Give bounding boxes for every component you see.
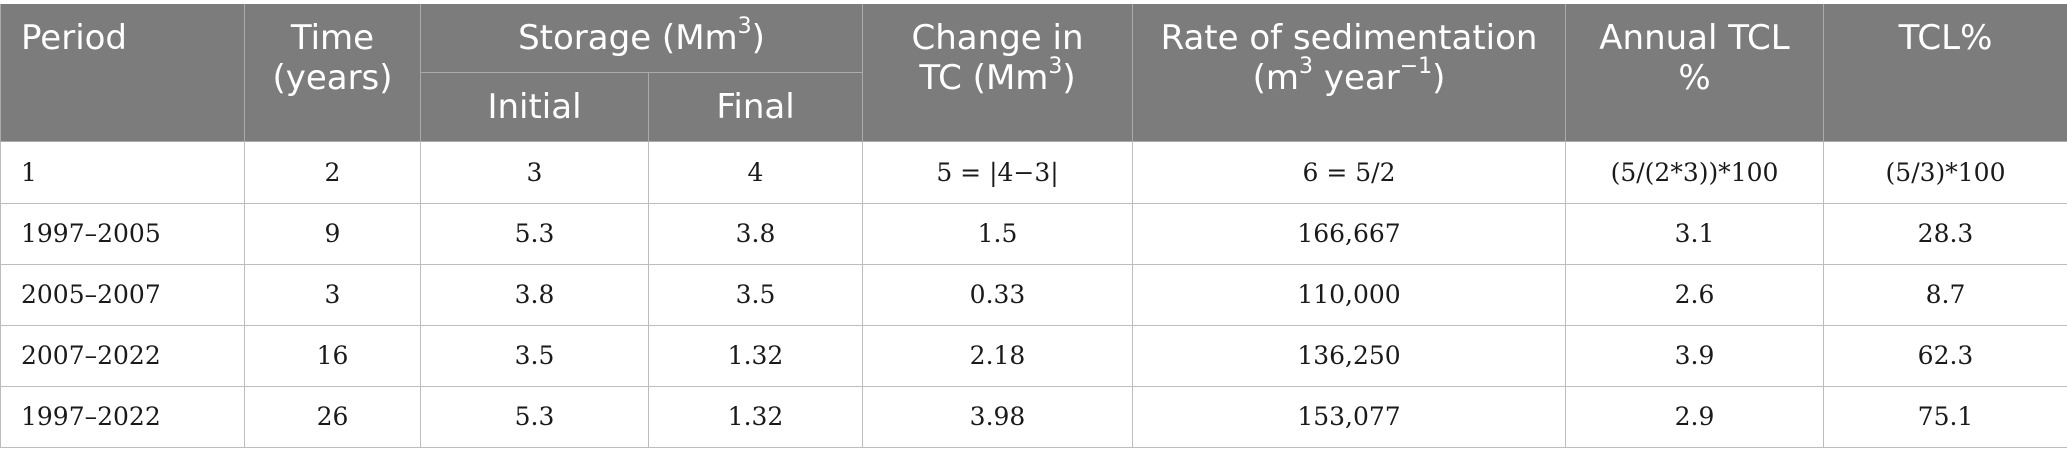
- cell-tcl: 75.1: [1823, 385, 2067, 448]
- cell-rate: 136,250: [1132, 324, 1567, 387]
- cell-final: 4: [647, 140, 864, 204]
- header-change: Change in TC (Mm3): [862, 4, 1134, 142]
- table-row: 1 2 3 4 5 = |4−3| 6 = 5/2 (5/(2*3))*100 …: [0, 140, 2067, 204]
- cell-change: 2.18: [862, 324, 1134, 387]
- header-initial-label: Initial: [487, 86, 582, 127]
- header-rate-sup: 3: [1299, 53, 1314, 79]
- cell-rate: 110,000: [1132, 263, 1567, 326]
- header-final: Final: [647, 72, 864, 142]
- header-annual-line2: %: [1678, 58, 1711, 98]
- cell-period: 1: [0, 140, 245, 204]
- cell-change: 5 = |4−3|: [862, 140, 1134, 204]
- cell-initial: 3: [420, 140, 649, 204]
- cell-tcl: 62.3: [1823, 324, 2067, 387]
- cell-initial: 5.3: [420, 202, 649, 265]
- cell-rate: 153,077: [1132, 385, 1567, 448]
- header-annual-tcl: Annual TCL%: [1565, 4, 1825, 142]
- cell-annual-tcl: (5/(2*3))*100: [1565, 140, 1825, 204]
- cell-rate: 166,667: [1132, 202, 1567, 265]
- header-annual-line1: Annual TCL: [1599, 18, 1790, 58]
- cell-period: 1997–2022: [0, 385, 245, 448]
- cell-period: 2005–2007: [0, 263, 245, 326]
- table-body: 1 2 3 4 5 = |4−3| 6 = 5/2 (5/(2*3))*100 …: [0, 140, 2067, 448]
- header-tcl-label: TCL%: [1898, 18, 1993, 58]
- table-row: 2005–2007 3 3.8 3.5 0.33 110,000 2.6 8.7: [0, 263, 2067, 326]
- cell-change: 0.33: [862, 263, 1134, 326]
- cell-final: 3.8: [647, 202, 864, 265]
- cell-time: 3: [244, 263, 421, 326]
- cell-time: 9: [244, 202, 421, 265]
- cell-tcl: 28.3: [1823, 202, 2067, 265]
- header-rate-line1: Rate of sedimentation: [1160, 18, 1538, 58]
- sedimentation-table-container: Period Time (years) Storage (Mm3) Change…: [0, 4, 2067, 448]
- header-time: Time (years): [244, 4, 421, 142]
- cell-annual-tcl: 3.1: [1565, 202, 1825, 265]
- header-storage-sup: 3: [737, 13, 752, 39]
- table-row: 2007–2022 16 3.5 1.32 2.18 136,250 3.9 6…: [0, 324, 2067, 387]
- header-change-sup: 3: [1048, 53, 1063, 79]
- header-rate-line2-a: (m: [1252, 58, 1300, 98]
- header-rate-sup2: −1: [1399, 53, 1433, 79]
- cell-time: 26: [244, 385, 421, 448]
- header-rate-line2-b: year: [1313, 58, 1400, 98]
- cell-tcl: (5/3)*100: [1823, 140, 2067, 204]
- header-change-line1: Change in: [911, 18, 1084, 58]
- header-tcl: TCL%: [1823, 4, 2067, 142]
- header-rate-line2-c: ): [1432, 58, 1446, 98]
- header-final-label: Final: [716, 86, 795, 127]
- header-storage-close: ): [751, 18, 765, 58]
- header-storage-label: Storage (Mm: [518, 18, 738, 58]
- cell-final: 1.32: [647, 324, 864, 387]
- cell-time: 16: [244, 324, 421, 387]
- header-change-line2: TC (Mm: [919, 58, 1049, 98]
- cell-time: 2: [244, 140, 421, 204]
- table-row: 1997–2022 26 5.3 1.32 3.98 153,077 2.9 7…: [0, 385, 2067, 448]
- sedimentation-table: Period Time (years) Storage (Mm3) Change…: [0, 4, 2067, 448]
- cell-initial: 5.3: [420, 385, 649, 448]
- table-row: 1997–2005 9 5.3 3.8 1.5 166,667 3.1 28.3: [0, 202, 2067, 265]
- cell-final: 1.32: [647, 385, 864, 448]
- header-initial: Initial: [420, 72, 649, 142]
- cell-annual-tcl: 3.9: [1565, 324, 1825, 387]
- cell-rate: 6 = 5/2: [1132, 140, 1567, 204]
- header-rate: Rate of sedimentation (m3 year−1): [1132, 4, 1567, 142]
- cell-period: 2007–2022: [0, 324, 245, 387]
- header-storage: Storage (Mm3): [419, 4, 864, 73]
- table-header: Period Time (years) Storage (Mm3) Change…: [0, 4, 2067, 142]
- cell-annual-tcl: 2.6: [1565, 263, 1825, 326]
- cell-change: 3.98: [862, 385, 1134, 448]
- cell-annual-tcl: 2.9: [1565, 385, 1825, 448]
- header-change-close: ): [1062, 58, 1076, 98]
- cell-initial: 3.8: [420, 263, 649, 326]
- cell-initial: 3.5: [420, 324, 649, 387]
- cell-tcl: 8.7: [1823, 263, 2067, 326]
- header-period: Period: [0, 4, 245, 142]
- header-time-label: Time (years): [272, 18, 393, 98]
- cell-period: 1997–2005: [0, 202, 245, 265]
- header-period-label: Period: [21, 18, 128, 58]
- cell-change: 1.5: [862, 202, 1134, 265]
- cell-final: 3.5: [647, 263, 864, 326]
